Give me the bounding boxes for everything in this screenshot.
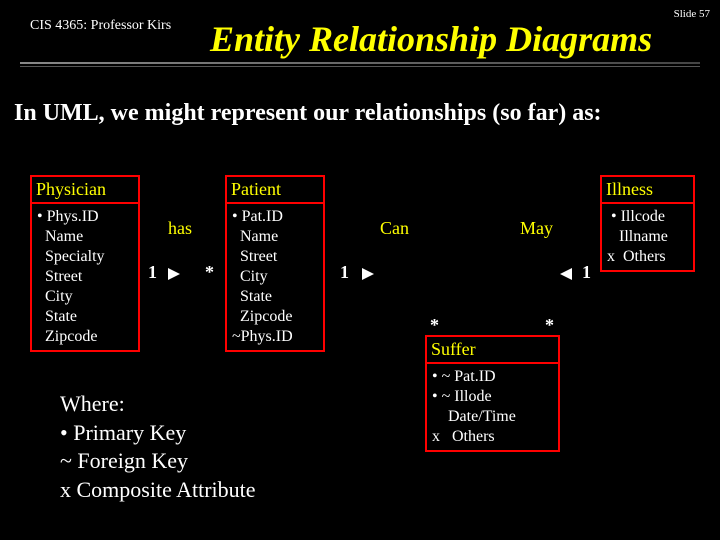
card-star-c: * xyxy=(545,315,554,336)
entity-title: Physician xyxy=(32,177,138,204)
arrow-may xyxy=(560,268,572,280)
entity-title: Illness xyxy=(602,177,693,204)
entity-attrs: • ~ Pat.ID • ~ Illode Date/Time x Others xyxy=(427,364,558,450)
slide-number: Slide 57 xyxy=(674,8,710,20)
card-star-a: * xyxy=(205,262,214,283)
legend-fk: ~ Foreign Key xyxy=(60,447,256,476)
entity-attrs: • Illcode Illname x Others xyxy=(602,204,693,270)
legend: Where: • Primary Key ~ Foreign Key x Com… xyxy=(60,390,256,504)
card-star-b: * xyxy=(430,315,439,336)
rel-may: May xyxy=(520,218,553,239)
entity-attrs: • Pat.ID Name Street City State Zipcode … xyxy=(227,204,323,350)
card-one-a: 1 xyxy=(148,262,157,283)
title-underline-shadow xyxy=(20,66,700,67)
entity-patient: Patient • Pat.ID Name Street City State … xyxy=(225,175,325,352)
legend-where: Where: xyxy=(60,390,256,419)
entity-title: Patient xyxy=(227,177,323,204)
rel-can: Can xyxy=(380,218,409,239)
arrow-can xyxy=(362,268,374,280)
subtitle: In UML, we might represent our relations… xyxy=(14,100,602,127)
card-one-c: 1 xyxy=(582,262,591,283)
course-header: CIS 4365: Professor Kirs xyxy=(30,18,171,34)
entity-physician: Physician • Phys.ID Name Specialty Stree… xyxy=(30,175,140,352)
entity-title: Suffer xyxy=(427,337,558,364)
entity-suffer: Suffer • ~ Pat.ID • ~ Illode Date/Time x… xyxy=(425,335,560,452)
entity-illness: Illness • Illcode Illname x Others xyxy=(600,175,695,272)
legend-pk: • Primary Key xyxy=(60,419,256,448)
card-one-b: 1 xyxy=(340,262,349,283)
legend-comp: x Composite Attribute xyxy=(60,476,256,505)
entity-attrs: • Phys.ID Name Specialty Street City Sta… xyxy=(32,204,138,350)
rel-has: has xyxy=(168,218,192,239)
page-title: Entity Relationship Diagrams xyxy=(210,18,652,60)
title-underline xyxy=(20,62,700,64)
arrow-has xyxy=(168,268,180,280)
